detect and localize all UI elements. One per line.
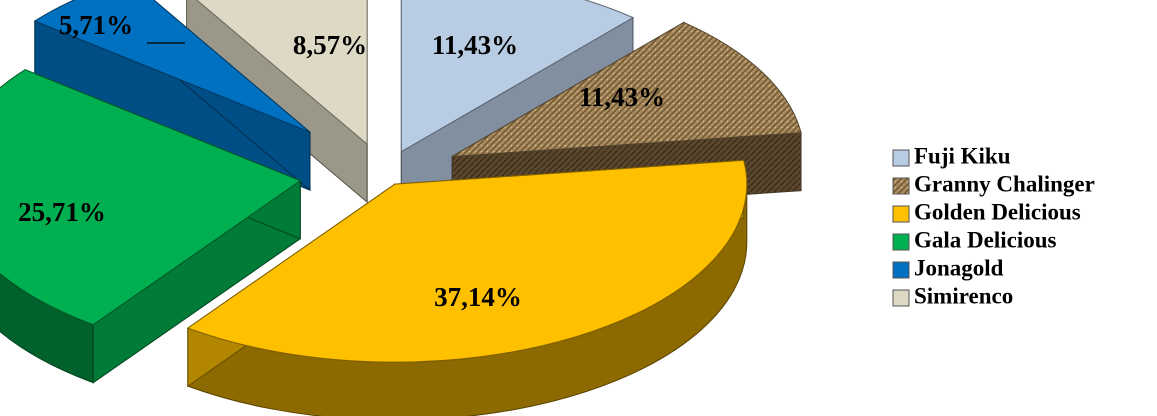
data-label-3: 25,71%: [18, 197, 106, 227]
legend-swatch-4: [892, 261, 910, 279]
legend-label-2: Golden Delicious: [914, 199, 1081, 224]
pie-slice-gala-delicious: [0, 69, 302, 326]
data-label-1: 11,43%: [579, 82, 665, 112]
legend: Fuji Kiku Granny Chalinger Golden Deliciou…: [892, 143, 1095, 308]
legend-label-5: Simirenco: [914, 283, 1013, 308]
legend-swatch-3: [892, 233, 910, 251]
legend-swatch-1: [892, 177, 910, 195]
legend-label-4: Jonagold: [914, 255, 1004, 280]
data-label-0: 11,43%: [432, 30, 518, 60]
legend-swatch-2: [892, 205, 910, 223]
pie-slice-granny-chalinger: [451, 21, 802, 157]
pie-slice-simirenco: [196, 0, 368, 146]
pie-slice-golden-delicious: [186, 159, 748, 363]
legend-swatch-0: [892, 149, 910, 167]
pie-slice-jonagold: [33, 0, 311, 133]
data-label-4: 5,71%: [59, 10, 133, 40]
legend-label-3: Gala Delicious: [914, 227, 1057, 252]
data-label-5: 8,57%: [293, 30, 367, 60]
legend-label-1: Granny Chalinger: [914, 171, 1095, 196]
data-label-2: 37,14%: [434, 282, 522, 312]
pie-slice-fuji-kiku: [400, 0, 635, 153]
legend-swatch-5: [892, 289, 910, 307]
legend-label-0: Fuji Kiku: [914, 143, 1011, 168]
